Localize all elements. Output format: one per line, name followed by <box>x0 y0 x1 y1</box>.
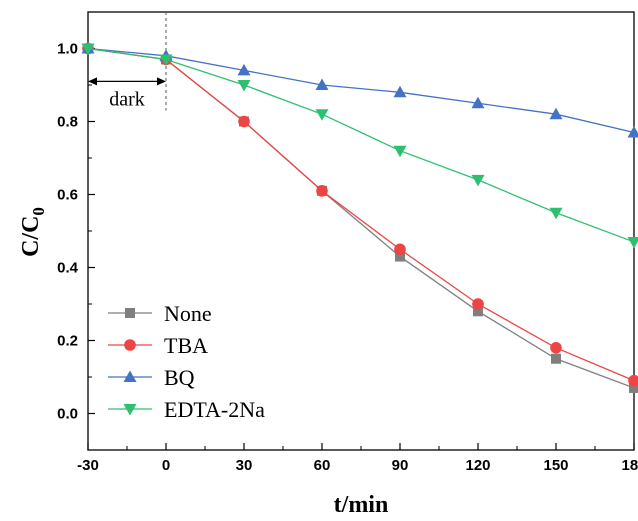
dark-label: dark <box>109 88 145 110</box>
data-point-bq <box>393 85 407 98</box>
series-group <box>81 42 638 393</box>
data-point-tba <box>238 115 250 128</box>
data-point-edta-2na <box>549 207 563 220</box>
x-tick-label: 0 <box>162 457 170 474</box>
x-tick-label: 60 <box>314 457 331 474</box>
legend-item-none: None <box>108 301 212 326</box>
legend-label-bq: BQ <box>164 365 195 390</box>
y-tick-label: 1.0 <box>57 41 78 58</box>
x-tick-label: 30 <box>236 457 253 474</box>
y-axis-title-main: C/C <box>18 216 44 257</box>
data-point-edta-2na <box>81 43 95 55</box>
data-point-bq <box>315 78 329 90</box>
legend-label-none: None <box>164 301 212 326</box>
y-tick-label: 0.8 <box>57 114 78 131</box>
legend-label-tba: TBA <box>164 333 208 358</box>
legend-marker-edta-2na <box>123 404 137 416</box>
x-tick-label: 120 <box>465 457 490 474</box>
series-line-tba <box>87 47 635 382</box>
y-tick-label: 0.0 <box>57 406 78 423</box>
data-point-none <box>551 353 561 364</box>
data-point-tba <box>394 243 406 256</box>
data-point-none <box>629 382 638 393</box>
data-point-edta-2na <box>471 174 485 187</box>
data-point-tba <box>550 342 562 354</box>
dark-annotation: dark <box>88 12 167 111</box>
data-point-edta-2na <box>627 236 638 249</box>
y-tick-label: 0.4 <box>57 260 79 277</box>
y-tick-label: 0.6 <box>57 187 78 204</box>
legend-label-edta-2na: EDTA-2Na <box>164 397 265 422</box>
y-axis-title-sub: 0 <box>29 207 48 216</box>
x-tick-label: 150 <box>543 457 568 474</box>
data-point-bq <box>627 125 638 138</box>
data-point-none <box>473 306 483 317</box>
data-point-tba <box>472 298 484 310</box>
legend-item-edta-2na: EDTA-2Na <box>108 397 265 422</box>
dark-arrowhead-right <box>157 77 166 86</box>
data-point-bq <box>237 63 251 76</box>
legend-marker-tba <box>124 339 136 351</box>
tick-labels: -30 0 30 60 90 120 150 180 0.0 0.2 0.4 0.6 0.8 1.0 <box>57 41 638 475</box>
data-point-edta-2na <box>393 145 407 158</box>
data-point-none <box>395 251 405 262</box>
data-point-tba <box>316 185 328 197</box>
y-tick-label: 0.2 <box>57 333 78 350</box>
data-point-edta-2na <box>159 54 173 66</box>
legend-item-bq: BQ <box>108 365 195 390</box>
data-point-bq <box>471 96 485 109</box>
x-tick-label: 90 <box>392 457 409 474</box>
series-tba <box>82 42 638 387</box>
legend: None TBA BQ EDTA-2Na <box>108 301 265 422</box>
data-point-tba <box>628 374 638 387</box>
series-line-edta-2na <box>87 47 635 243</box>
x-tick-label: 180 <box>621 457 638 474</box>
series-line-bq <box>87 47 635 134</box>
legend-item-tba: TBA <box>108 333 208 358</box>
data-point-edta-2na <box>315 109 329 121</box>
data-point-bq <box>549 107 563 120</box>
data-point-edta-2na <box>237 80 251 92</box>
x-tick-label: -30 <box>77 457 99 474</box>
series-bq <box>81 42 638 138</box>
legend-marker-bq <box>123 370 137 382</box>
y-axis-title: C/C0 <box>18 207 48 257</box>
x-axis-title: t/min <box>334 492 389 518</box>
dark-arrowhead-left <box>88 77 97 86</box>
series-edta-2na <box>81 43 638 249</box>
legend-marker-none <box>125 308 135 318</box>
